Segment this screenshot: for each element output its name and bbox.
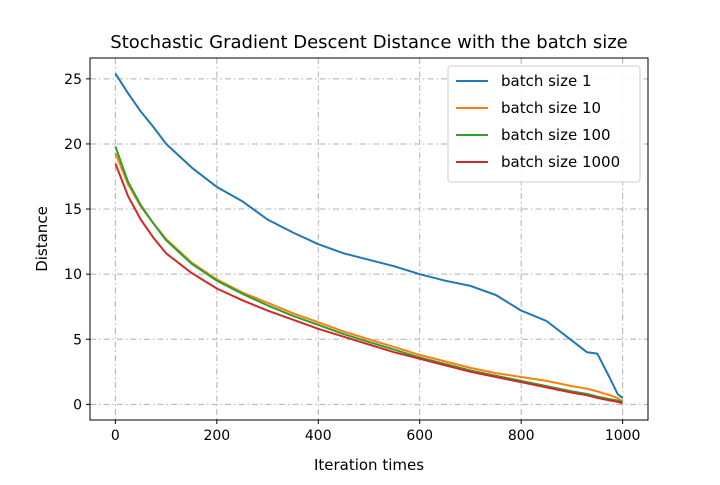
legend-box <box>447 65 641 183</box>
x-tick-label: 400 <box>305 428 332 444</box>
series-lines <box>114 73 624 405</box>
legend-label: batch size 1 <box>501 72 592 90</box>
series-line-batch-size-1000 <box>114 163 623 405</box>
y-axis-label: Distance <box>33 206 51 272</box>
y-tick-label: 0 <box>73 397 82 413</box>
x-axis-label: Iteration times <box>314 456 424 474</box>
chart-title: Stochastic Gradient Descent Distance wit… <box>110 32 627 53</box>
legend: batch size 1 batch size 10 batch size 100 b… <box>447 65 641 183</box>
y-tick-label: 10 <box>64 267 82 283</box>
x-tick-label: 800 <box>508 428 535 444</box>
x-tick-label: 200 <box>203 428 230 444</box>
series-line-batch-size-100 <box>114 146 623 403</box>
y-tick-label: 5 <box>73 332 82 348</box>
x-tick-label: 600 <box>406 428 433 444</box>
y-tick-label: 20 <box>64 137 82 153</box>
plot-frame <box>89 57 649 421</box>
legend-label: batch size 100 <box>501 126 611 144</box>
legend-label: batch size 10 <box>501 99 601 117</box>
series-line-batch-size-1 <box>114 73 624 399</box>
axis-ticks: 0 200 400 600 800 1000 0 5 10 15 20 25 <box>64 72 640 444</box>
legend-label: batch size 1000 <box>501 153 620 171</box>
x-tick-label: 1000 <box>605 428 641 444</box>
y-tick-label: 15 <box>64 202 82 218</box>
y-tick-label: 25 <box>64 72 82 88</box>
x-tick-label: 0 <box>111 428 120 444</box>
